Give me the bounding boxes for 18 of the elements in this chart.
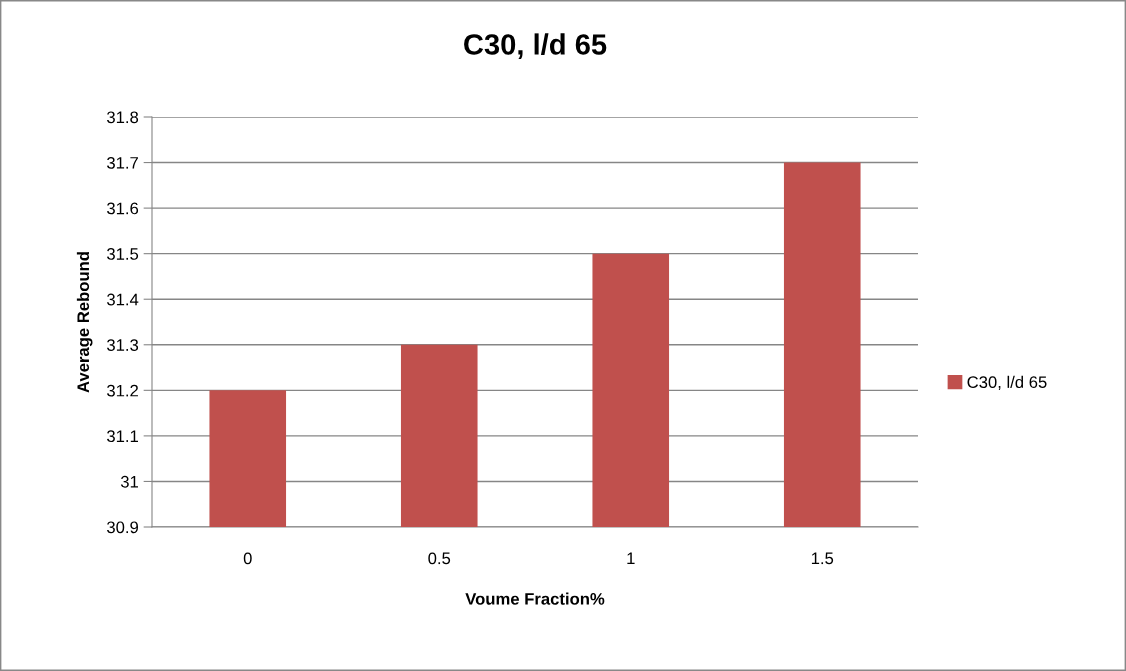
- y-axis-title: Average Rebound: [76, 252, 93, 393]
- y-tick-label: 31.4: [107, 293, 139, 306]
- y-tick-label: 31.1: [107, 430, 138, 443]
- chart-title: C30, l/d 65: [464, 33, 607, 60]
- x-tick-label: 1: [627, 552, 635, 565]
- x-axis-title: Voume Fraction%: [465, 592, 605, 605]
- y-tick-label: 31.5: [107, 248, 139, 260]
- y-tick-label: 30.9: [107, 521, 139, 534]
- y-tick-label: 31.3: [107, 339, 139, 351]
- y-tick-label: 31.6: [107, 202, 139, 215]
- legend-label: C30, l/d 65: [967, 375, 1047, 390]
- x-tick-label: 0: [243, 552, 252, 565]
- y-tick-label: 31.2: [107, 384, 138, 397]
- x-tick-label: 0.5: [428, 552, 451, 565]
- x-tick-label: 1.5: [811, 552, 834, 565]
- y-tick-label: 31: [120, 475, 138, 488]
- y-tick-label: 31.7: [107, 156, 138, 169]
- y-tick-label: 31.8: [107, 111, 139, 124]
